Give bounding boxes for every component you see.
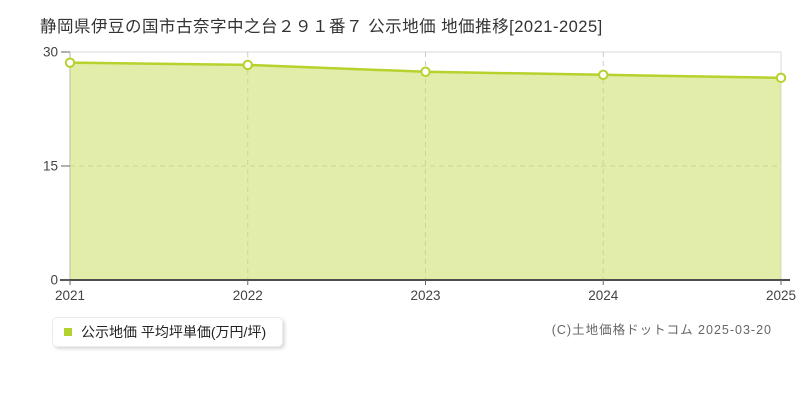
y-tick-label-30: 30	[43, 45, 58, 60]
legend-marker-icon	[64, 328, 72, 336]
x-tick-label-2021: 2021	[55, 288, 85, 303]
data-point-2024	[598, 69, 609, 81]
copyright-text: (C)土地価格ドットコム 2025-03-20	[551, 323, 772, 337]
data-point-2021	[64, 57, 76, 68]
data-point-2022	[242, 59, 253, 71]
page-title: 静岡県伊豆の国市古奈字中之台２９１番７ 公示地価 地価推移[2021-2025]	[40, 18, 603, 36]
y-tick-label-15: 15	[43, 159, 58, 174]
data-point-2025	[775, 72, 787, 84]
x-tick-label-2025: 2025	[766, 288, 796, 303]
legend-label: 公示地価 平均坪単価(万円/坪)	[81, 324, 267, 340]
price-trend-chart: 0 15 30 2021 2022 2023 2024 2025	[43, 45, 796, 304]
x-tick-label-2023: 2023	[410, 288, 440, 303]
y-tick-label-0: 0	[50, 273, 58, 288]
x-tick-label-2022: 2022	[233, 288, 263, 303]
legend: 公示地価 平均坪単価(万円/坪)	[52, 317, 284, 347]
data-point-2023	[420, 66, 431, 77]
price-area	[70, 62, 781, 280]
x-tick-label-2024: 2024	[588, 288, 619, 303]
